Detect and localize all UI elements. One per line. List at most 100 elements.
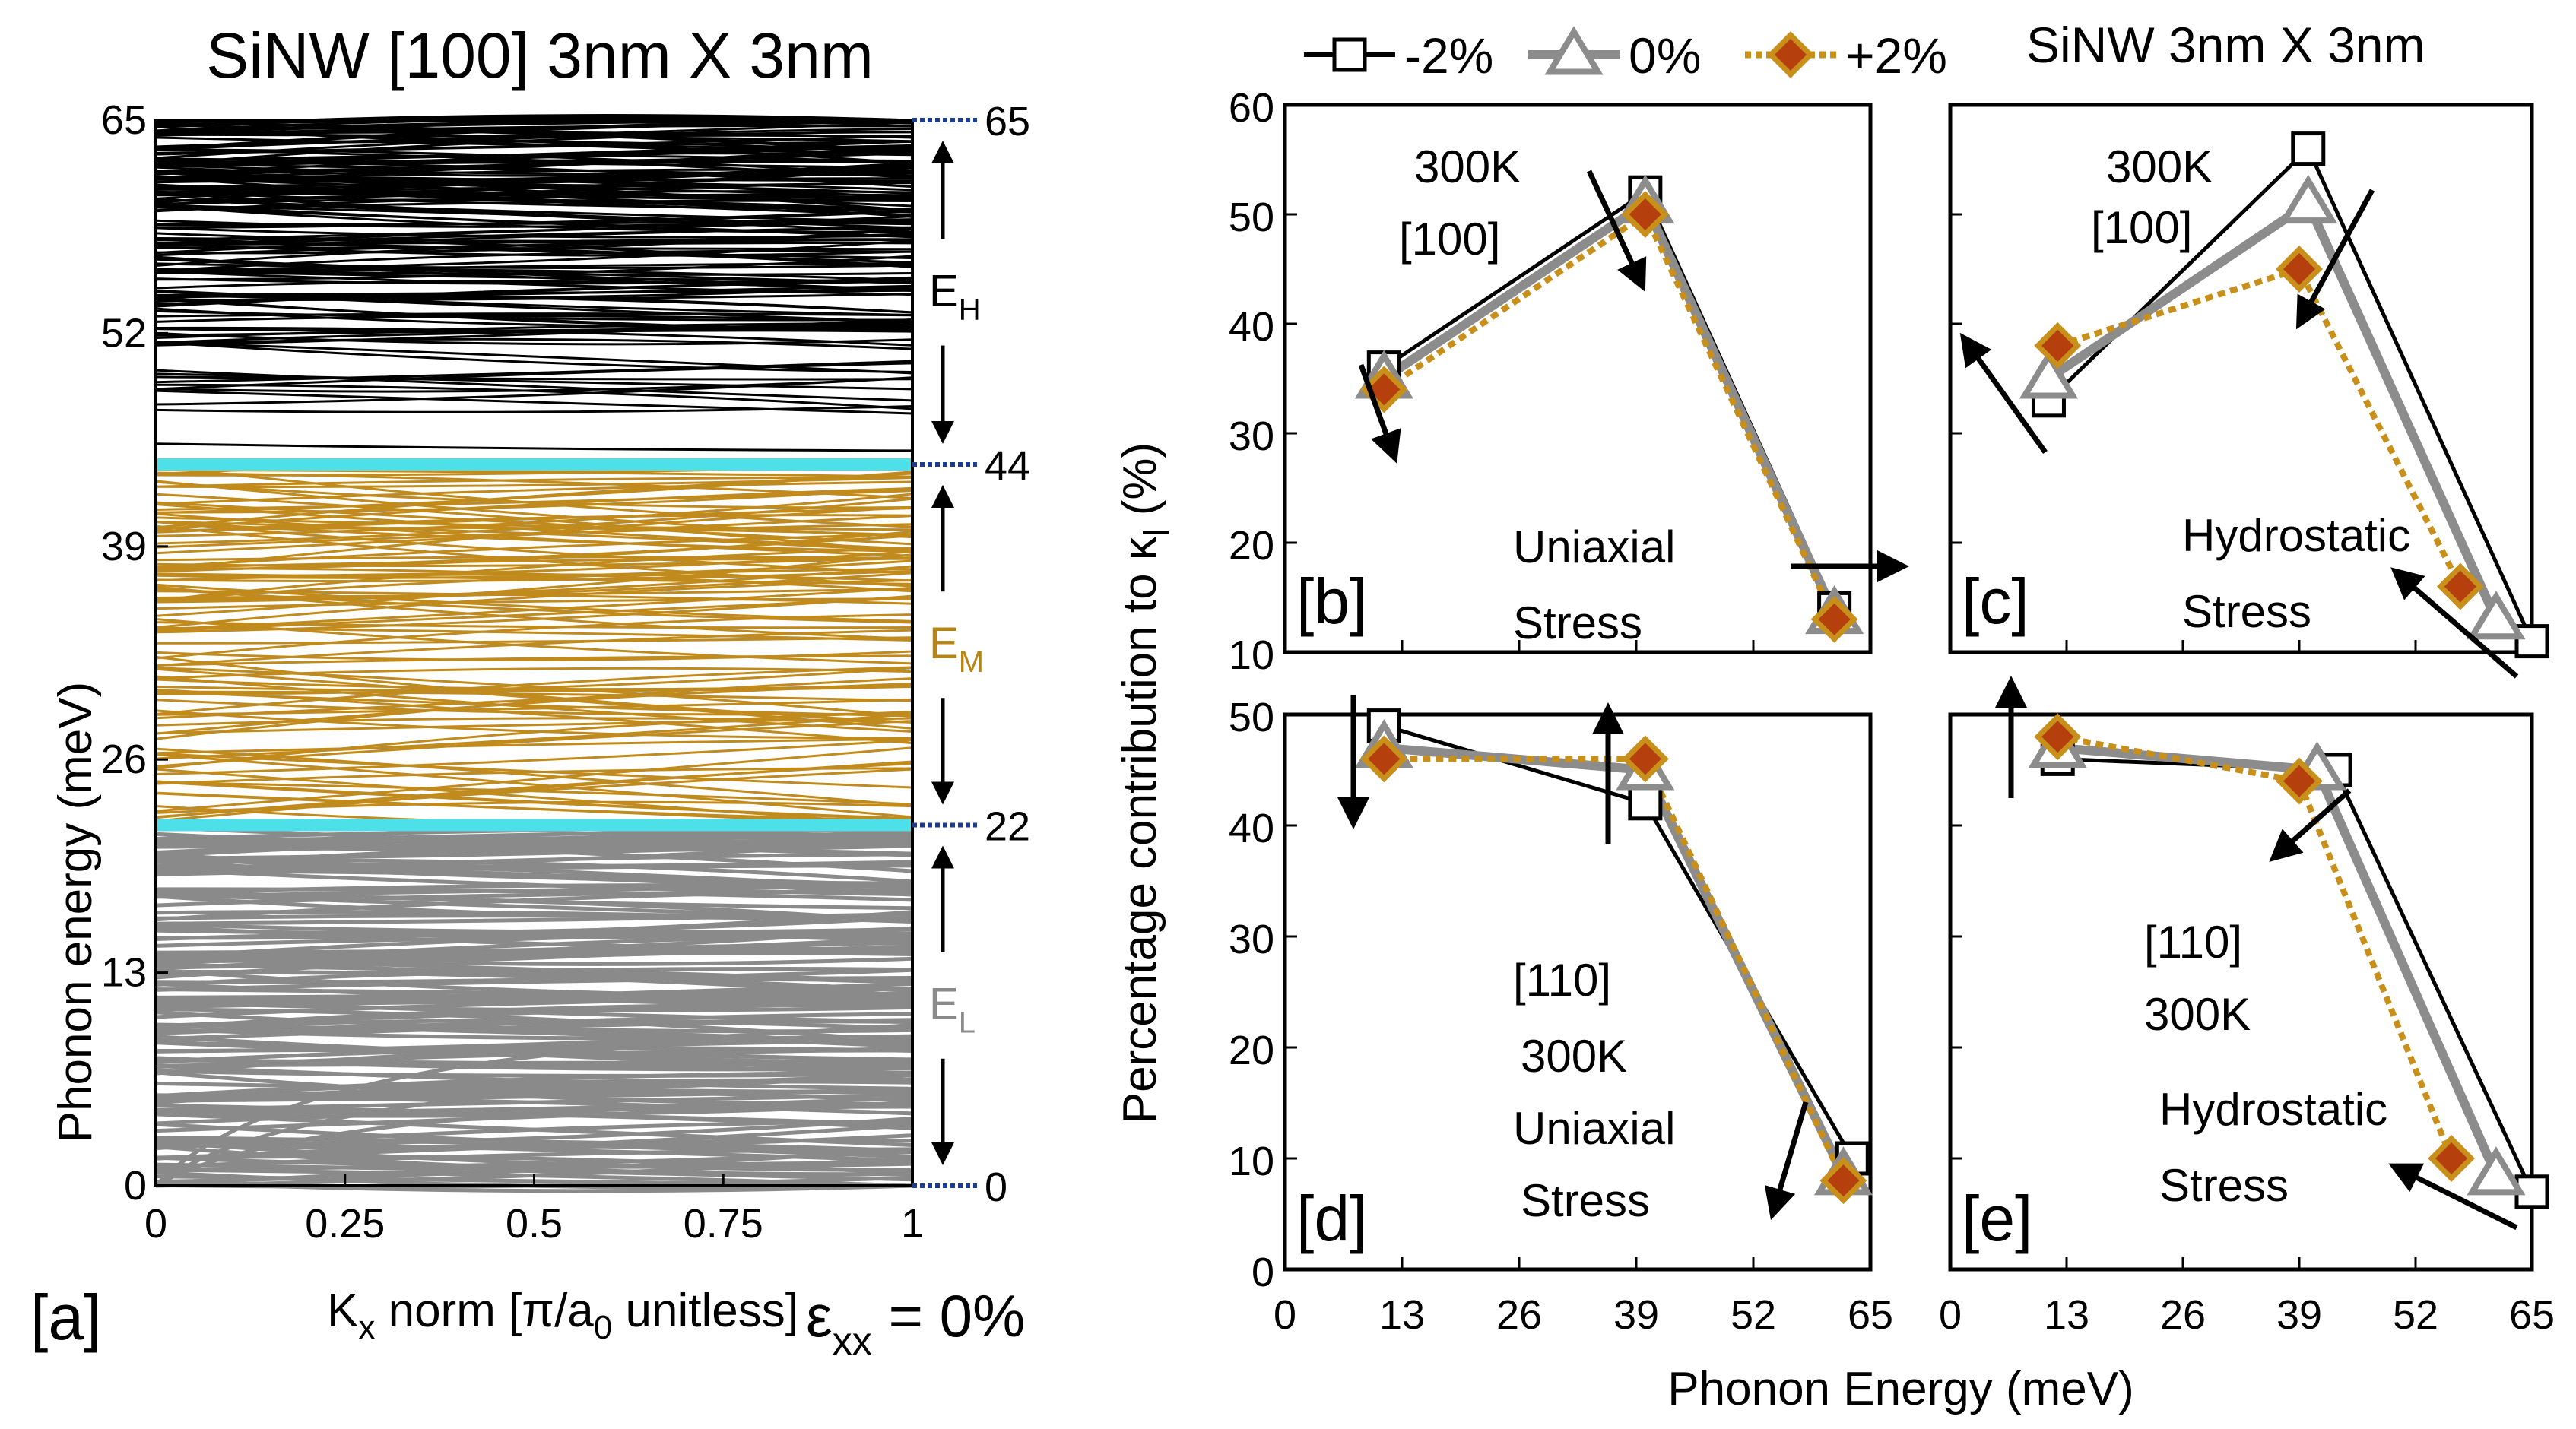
band-curve bbox=[155, 690, 913, 718]
band-curve bbox=[155, 912, 913, 926]
x-tick-label: 0 bbox=[1939, 1292, 1962, 1338]
panel-annotation: 300K bbox=[2144, 989, 2251, 1040]
diamond-marker bbox=[2276, 757, 2323, 805]
band-curve bbox=[155, 588, 913, 624]
panel-annotation: Uniaxial bbox=[1513, 1103, 1675, 1154]
panel-annotation: Stress bbox=[2182, 586, 2311, 637]
band-curve bbox=[155, 746, 913, 813]
panel-annotation: 300K bbox=[1414, 141, 1521, 192]
band-curve bbox=[155, 218, 913, 226]
y-tick-label: 40 bbox=[1229, 806, 1274, 851]
band-label: EL bbox=[929, 980, 976, 1040]
legend-entry: 0% bbox=[1528, 26, 1701, 84]
x-tick-label: 1 bbox=[901, 1201, 924, 1247]
panel-d: 0 10 20 30 40 50 0 13 26 39 52 65 [110] 300K Uniaxial S… bbox=[1229, 695, 1893, 1338]
band-curve bbox=[155, 994, 913, 1019]
shared-ylabel: Percentage contribution to κl (%) bbox=[1114, 442, 1178, 1123]
right-tick-label: 65 bbox=[985, 99, 1030, 144]
band-curve bbox=[155, 737, 913, 755]
x-tick-label: 52 bbox=[2393, 1292, 2438, 1338]
x-tick-label: 65 bbox=[2509, 1292, 2555, 1338]
acoustic-branch bbox=[154, 1077, 913, 1187]
band-curve bbox=[155, 204, 913, 230]
band-curve bbox=[155, 442, 913, 452]
band-curve bbox=[155, 760, 913, 822]
y-tick-label: 60 bbox=[1229, 85, 1274, 131]
band-curve bbox=[155, 987, 913, 999]
band-curve bbox=[155, 578, 913, 629]
legend-label: -2% bbox=[1404, 27, 1493, 84]
y-tick-label: 26 bbox=[101, 737, 147, 782]
band-curve bbox=[155, 1137, 913, 1153]
data-point bbox=[2034, 322, 2082, 369]
band-curve bbox=[155, 952, 913, 982]
y-tick-label: 50 bbox=[1229, 695, 1274, 740]
band-curve bbox=[155, 1012, 913, 1043]
band-curve bbox=[155, 1147, 913, 1183]
legend: -2% 0% +2% SiNW 3nm X 3nm bbox=[1304, 17, 2425, 84]
band-label: EM bbox=[929, 619, 984, 679]
x-tick-label: 39 bbox=[1613, 1292, 1659, 1338]
panel-e: 0 13 26 39 52 65 [110] 300K Hydrostatic Stress [e] bbox=[1939, 676, 2555, 1338]
band-curve bbox=[155, 654, 913, 667]
band-curve bbox=[155, 666, 913, 715]
x-tick-label: 0.25 bbox=[305, 1201, 385, 1247]
band-curve bbox=[155, 476, 913, 488]
panel-annotation: [110] bbox=[2144, 917, 2242, 968]
triangle-marker bbox=[2019, 350, 2079, 399]
band-curve bbox=[155, 1069, 913, 1078]
acoustic-branch bbox=[154, 1036, 913, 1187]
panel-tag: [d] bbox=[1296, 1183, 1367, 1254]
x-tick-label: 52 bbox=[1731, 1292, 1776, 1338]
panel-annotation: Hydrostatic bbox=[2182, 510, 2410, 561]
band-curve bbox=[155, 376, 913, 393]
band-curve bbox=[155, 655, 913, 724]
band-curve bbox=[155, 315, 913, 324]
triangle-marker bbox=[2467, 1146, 2526, 1196]
band-curve bbox=[155, 553, 913, 617]
diamond-marker bbox=[1621, 735, 1669, 783]
band-curve bbox=[155, 369, 913, 402]
data-point bbox=[1621, 735, 1669, 783]
band-curve bbox=[155, 739, 913, 776]
y-tick-label: 0 bbox=[124, 1163, 147, 1209]
panel-frame bbox=[1283, 103, 1873, 654]
shared-xlabel: Phonon Energy (meV) bbox=[1667, 1363, 2133, 1415]
band-curve bbox=[155, 480, 913, 505]
stress-panels: 10 20 30 40 50 60 300K [100] Uniaxial Stress [b] 30… bbox=[1229, 85, 2555, 1338]
trend-arrow bbox=[1586, 170, 1647, 293]
band-lines bbox=[154, 114, 913, 1193]
panel-annotation: Stress bbox=[1521, 1175, 1650, 1226]
diamond-marker bbox=[2436, 562, 2484, 610]
series-line bbox=[2057, 265, 2463, 588]
y-tick-label: 10 bbox=[1229, 1139, 1274, 1184]
legend-label: +2% bbox=[1845, 27, 1947, 84]
trend-arrow bbox=[2390, 567, 2519, 679]
diamond-marker bbox=[1767, 31, 1814, 78]
band-curve bbox=[155, 1093, 913, 1116]
band-curve bbox=[155, 559, 913, 579]
y-tick-label: 50 bbox=[1229, 195, 1274, 240]
legend-caption: SiNW 3nm X 3nm bbox=[2026, 17, 2425, 73]
band-curve bbox=[155, 968, 913, 984]
band-curve bbox=[155, 583, 913, 623]
band-curve bbox=[155, 179, 913, 192]
band-curve bbox=[155, 131, 913, 166]
band-curve bbox=[155, 472, 913, 529]
band-curve bbox=[155, 318, 913, 347]
panel-annotation: Hydrostatic bbox=[2159, 1084, 2387, 1135]
x-tick-label: 65 bbox=[1848, 1292, 1893, 1338]
panel-annotation: 300K bbox=[2106, 141, 2213, 192]
band-curve bbox=[155, 188, 913, 218]
square-marker bbox=[2514, 624, 2549, 659]
square-marker bbox=[1332, 37, 1367, 72]
diamond-marker bbox=[1819, 1157, 1867, 1205]
band-curve bbox=[155, 471, 913, 499]
panel-tag: [e] bbox=[1962, 1183, 2032, 1254]
band-curve bbox=[155, 493, 913, 537]
band-curve bbox=[155, 160, 913, 189]
band-curve bbox=[155, 341, 913, 375]
panel-annotation: Stress bbox=[1513, 597, 1642, 648]
band-curve bbox=[155, 629, 913, 667]
